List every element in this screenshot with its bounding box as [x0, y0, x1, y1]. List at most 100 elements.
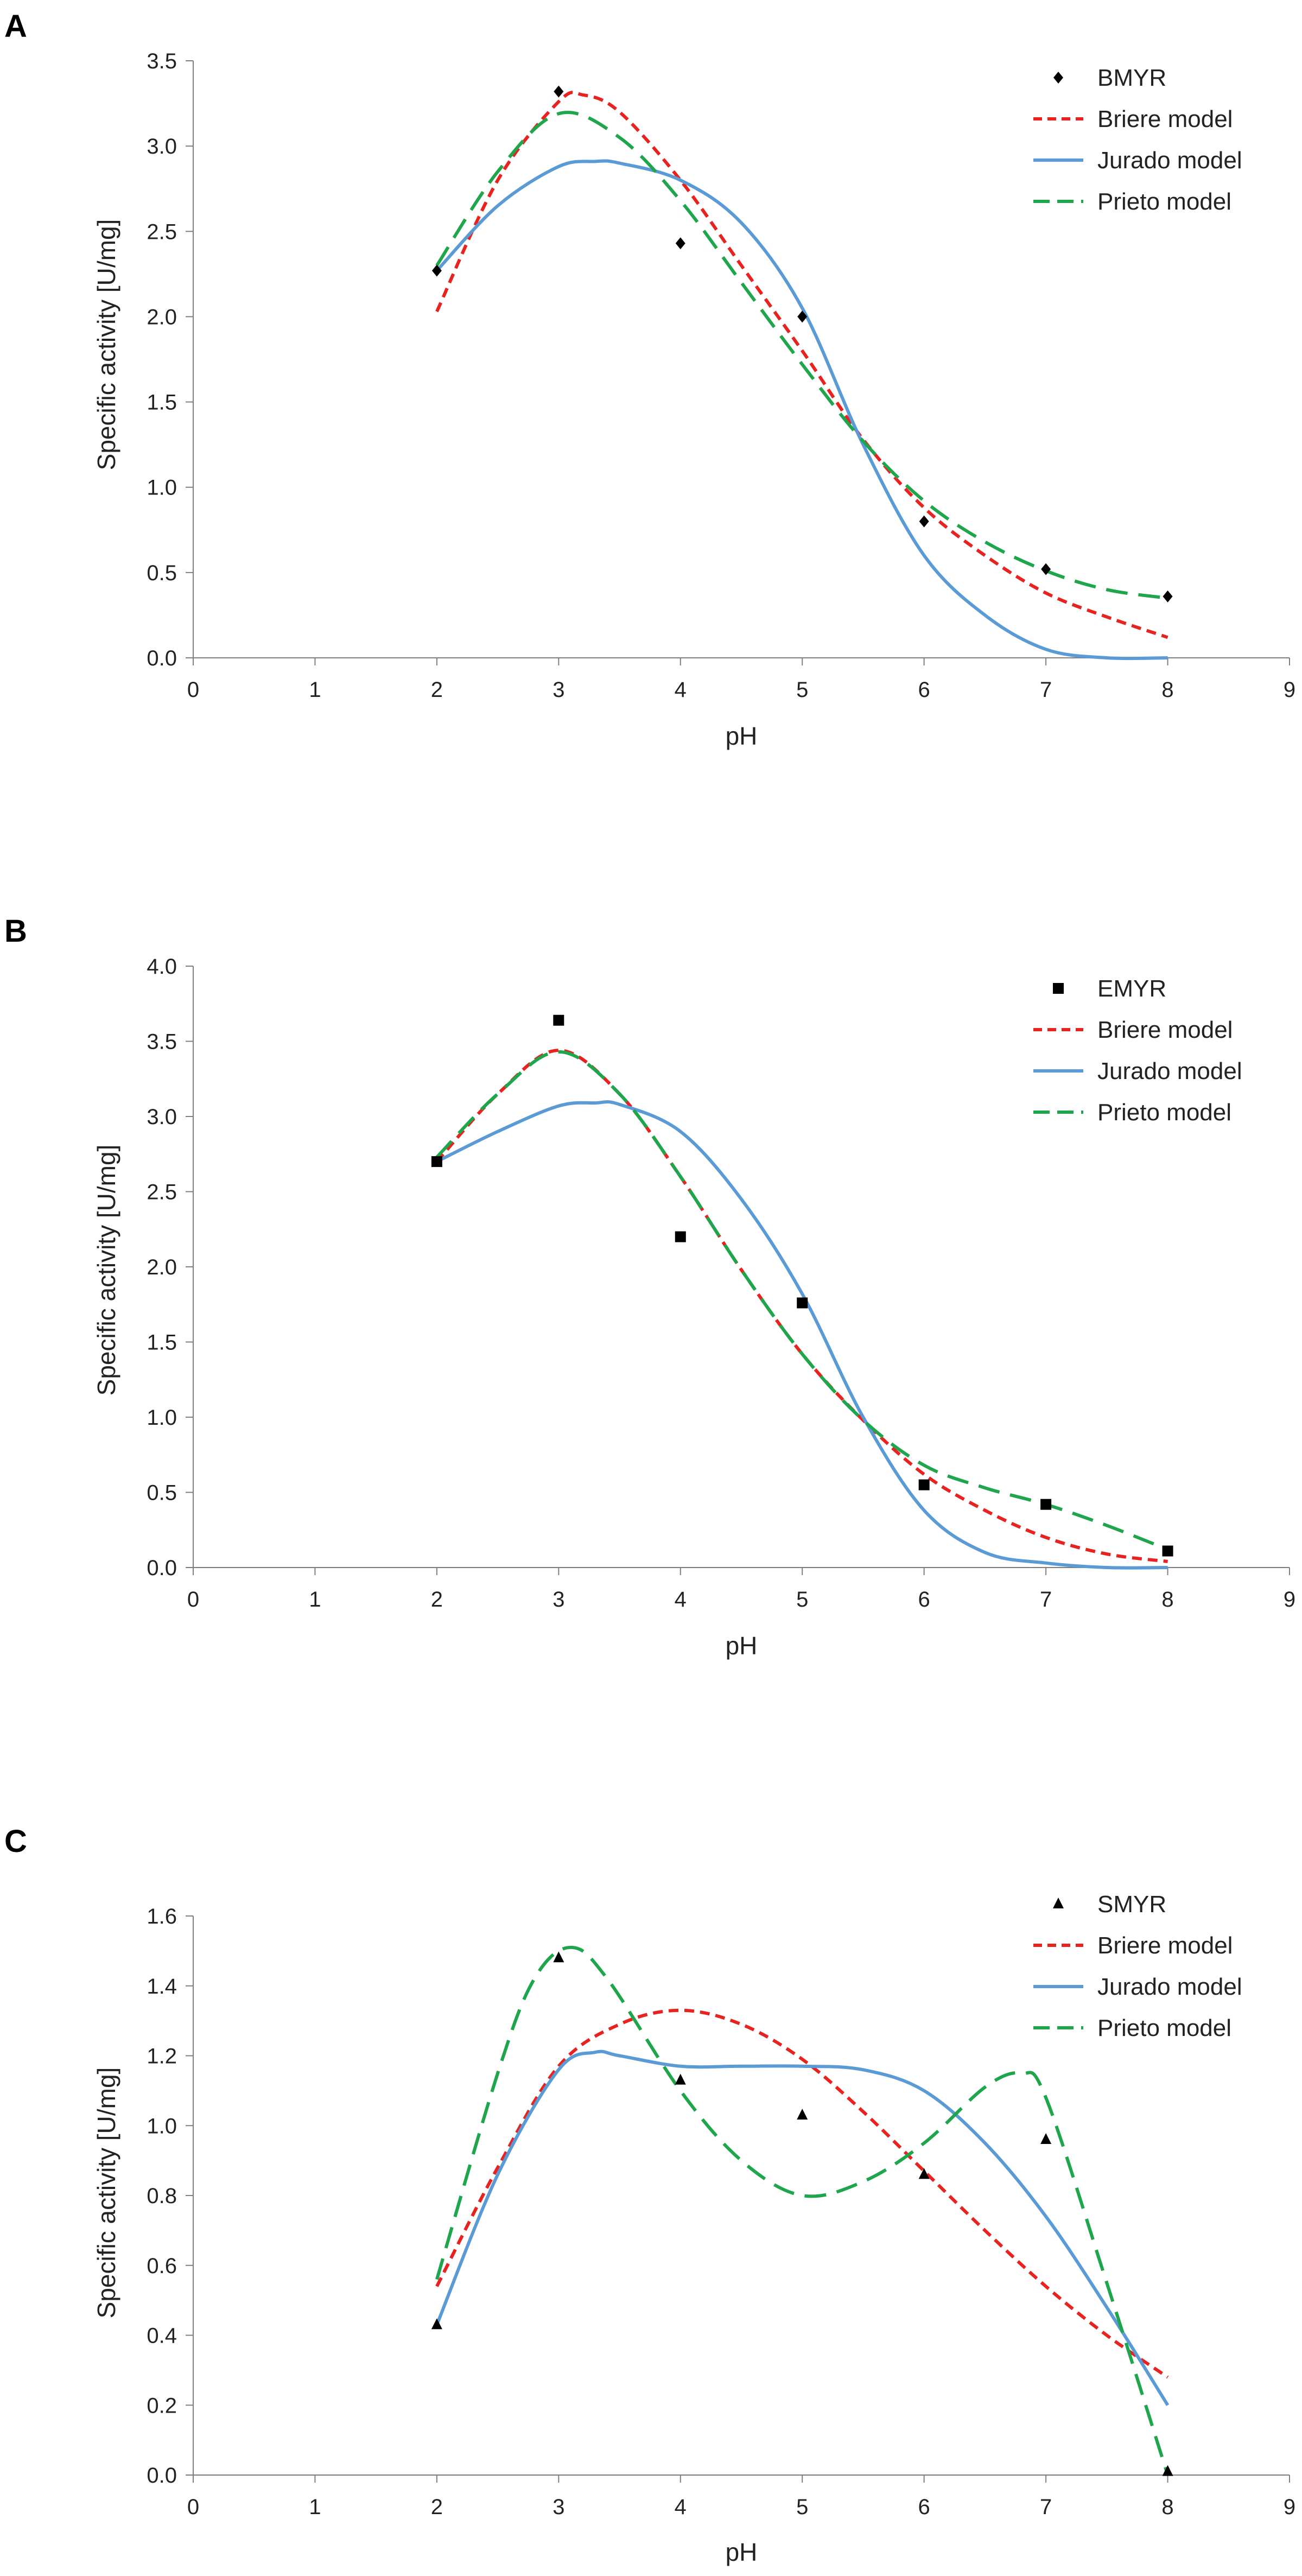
x-tick-label: 5 [796, 1588, 808, 1611]
series-line-briere-model [435, 2008, 1169, 2379]
data-point [1163, 590, 1173, 602]
data-point [1162, 1545, 1173, 1557]
x-tick-label: 1 [309, 2495, 321, 2519]
x-tick-label: 0 [187, 678, 199, 702]
y-tick-label: 1.0 [147, 1406, 177, 1430]
data-point [1041, 563, 1051, 575]
series-line-briere-model [435, 91, 1168, 639]
x-axis-title: pH [726, 722, 758, 750]
x-tick-label: 4 [675, 678, 687, 702]
legend: EMYR Briere model Jurado model Prieto model [1033, 975, 1242, 1126]
chart-panel-b: B Specific activity [U/mg] pH 0 1 2 3 4 5 6 7 8 9… [4, 913, 1295, 1660]
x-tick-label: 7 [1040, 2495, 1052, 2519]
panel-letter: C [4, 1824, 27, 1859]
series-line-prieto-model [435, 1945, 1170, 2476]
y-tick-label: 2.5 [147, 220, 177, 244]
legend: SMYR Briere model Jurado model Prieto model [1033, 1891, 1242, 2041]
y-tick-label: 2.0 [147, 1255, 177, 1279]
x-tick-label: 0 [187, 1588, 199, 1611]
legend-item: Prieto model [1033, 188, 1231, 215]
x-tick-label: 2 [431, 1588, 443, 1611]
x-tick-label: 3 [552, 1588, 564, 1611]
axes: 0 1 2 3 4 5 6 7 8 9 0.0 0.5 1.0 1.5 2.0 2.5 3.0 3.5 [147, 49, 1295, 702]
x-tick-label: 9 [1284, 1588, 1295, 1611]
data-point [797, 2108, 808, 2120]
series-line-jurado-model [435, 2050, 1170, 2406]
legend-label: Jurado model [1097, 147, 1242, 174]
x-tick-label: 1 [309, 1588, 321, 1611]
x-tick-label: 3 [552, 678, 564, 702]
legend-item: Briere model [1033, 106, 1233, 132]
x-tick-label: 6 [918, 1588, 930, 1611]
data-point [797, 310, 808, 323]
y-tick-label: 1.4 [147, 1975, 177, 1998]
y-tick-label: 0.4 [147, 2324, 177, 2348]
y-tick-label: 0.5 [147, 1481, 177, 1505]
y-tick-label: 2.5 [147, 1181, 177, 1204]
legend-label: SMYR [1097, 1891, 1166, 1918]
data-point [554, 85, 564, 98]
x-axis-title: pH [726, 1632, 758, 1660]
series-line-jurado-model [436, 1100, 1168, 1570]
y-tick-label: 4.0 [147, 955, 177, 979]
legend-label: Prieto model [1097, 188, 1231, 215]
legend-item: SMYR [1053, 1891, 1166, 1918]
y-tick-label: 3.5 [147, 49, 177, 73]
legend-label: Jurado model [1097, 1058, 1242, 1084]
series-line-prieto-model [435, 111, 1168, 600]
legend-label: Briere model [1097, 1932, 1233, 1959]
legend-label: Jurado model [1097, 1974, 1242, 2000]
panel-letter: B [4, 913, 27, 949]
y-tick-label: 1.5 [147, 391, 177, 415]
data-point [797, 1297, 808, 1309]
data-point [918, 2168, 930, 2179]
axes: 0 1 2 3 4 5 6 7 8 9 0.0 0.5 1.0 1.5 2.0 2.5 3.0 3.5 4.0 [147, 955, 1295, 1611]
data-point [675, 2073, 686, 2085]
y-tick-label: 3.0 [147, 1105, 177, 1129]
legend-label: Briere model [1097, 1017, 1233, 1043]
y-tick-label: 2.0 [147, 305, 177, 329]
series-line-briere-model [435, 1049, 1168, 1563]
y-tick-label: 0.0 [147, 646, 177, 670]
x-tick-label: 2 [431, 2495, 443, 2519]
x-tick-label: 2 [431, 678, 443, 702]
x-tick-label: 6 [918, 678, 930, 702]
axes: 0 1 2 3 4 5 6 7 8 9 0.0 0.2 0.4 0.6 0.8 1.0 1.2 1.4 1.6 [147, 1905, 1295, 2519]
y-tick-label: 0.0 [147, 1556, 177, 1580]
y-tick-label: 1.0 [147, 476, 177, 500]
x-tick-label: 8 [1161, 2495, 1173, 2519]
data-point [1040, 2133, 1052, 2144]
legend-marker [1053, 72, 1063, 84]
data-point [431, 1156, 442, 1168]
data-point [1162, 2465, 1173, 2476]
legend-item: EMYR [1053, 975, 1166, 1002]
series-line-prieto-model [435, 1050, 1168, 1551]
x-axis-title: pH [726, 2538, 758, 2566]
legend-item: Briere model [1033, 1932, 1233, 1959]
y-tick-label: 0.5 [147, 561, 177, 585]
x-tick-label: 7 [1040, 678, 1052, 702]
y-axis-title: Specific activity [U/mg] [92, 2067, 120, 2319]
chart-panel-a: A Specific activity [U/mg] pH 0 1 2 3 4 5 6 7 8 9… [4, 9, 1295, 750]
y-axis-title: Specific activity [U/mg] [92, 1145, 120, 1396]
data-point [553, 1951, 564, 1963]
legend-label: EMYR [1097, 975, 1166, 1002]
x-tick-label: 5 [796, 2495, 808, 2519]
y-tick-label: 0.6 [147, 2254, 177, 2278]
y-tick-label: 0.2 [147, 2394, 177, 2418]
data-point [918, 1479, 930, 1490]
x-tick-label: 7 [1040, 1588, 1052, 1611]
y-tick-label: 3.5 [147, 1030, 177, 1054]
x-tick-label: 9 [1284, 678, 1295, 702]
chart-panel-c: C Specific activity [U/mg] pH 0 1 2 3 4 5 6 7 8 9… [4, 1824, 1295, 2566]
legend-label: Prieto model [1097, 1099, 1231, 1126]
legend-label: BMYR [1097, 65, 1166, 91]
y-tick-label: 0.8 [147, 2184, 177, 2208]
series-layer [431, 1945, 1173, 2476]
x-tick-label: 0 [187, 2495, 199, 2519]
y-tick-label: 1.5 [147, 1331, 177, 1355]
data-point [1040, 1499, 1052, 1510]
data-point [431, 264, 442, 277]
legend-item: Briere model [1033, 1017, 1233, 1043]
